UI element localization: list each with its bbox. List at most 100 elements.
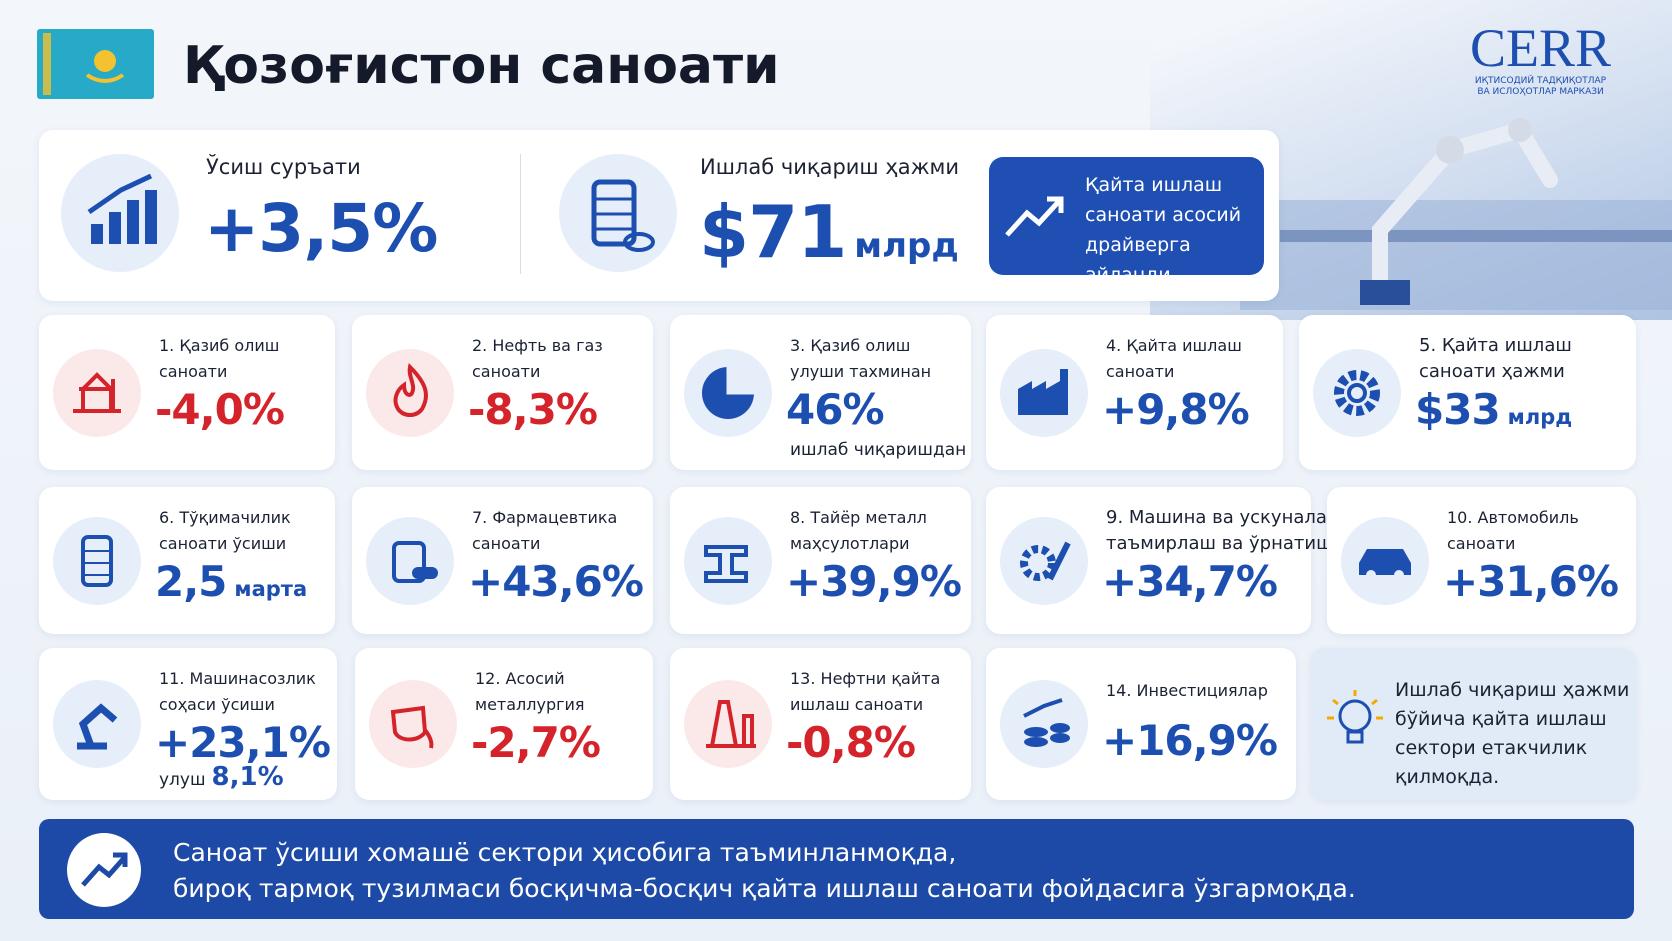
share: улуш 8,1% bbox=[159, 762, 284, 792]
card-label: саноати bbox=[1106, 362, 1175, 381]
value-text: +34,7% bbox=[1102, 557, 1278, 606]
stat-card: 9. Машина ва ускуналарни таъмирлаш ва ўрн… bbox=[986, 487, 1362, 634]
card-label: 13. Нефтни қайта bbox=[790, 669, 941, 688]
card-value: +9,8% bbox=[1102, 385, 1250, 434]
card-glyph bbox=[1018, 368, 1068, 415]
card-glyph bbox=[393, 362, 428, 417]
card-label: саноати bbox=[159, 362, 228, 381]
card-glyph bbox=[77, 703, 118, 750]
value-text: $33 bbox=[1415, 385, 1501, 434]
stat-card: 10. Автомобиль саноати +31,6% bbox=[1327, 487, 1636, 634]
stat-card: 7. Фармацевтика саноати +43,6% bbox=[352, 487, 653, 634]
card-icon bbox=[1000, 348, 1088, 437]
value-text: +31,6% bbox=[1443, 557, 1619, 606]
footer-arrow bbox=[81, 852, 128, 887]
card-value: -8,3% bbox=[468, 385, 598, 434]
card-label: металлургия bbox=[475, 695, 585, 714]
card-label: ишлаш саноати bbox=[790, 695, 924, 714]
footer-line: бироқ тармоқ тузилмаси босқичма-босқич қ… bbox=[173, 874, 1356, 903]
volume-icon bbox=[559, 154, 677, 272]
card-icon bbox=[53, 516, 141, 605]
card-value: +34,7% bbox=[1102, 557, 1278, 606]
card-icon bbox=[1341, 516, 1429, 605]
growth-icon bbox=[61, 154, 179, 272]
volume-unit: млрд bbox=[854, 226, 959, 266]
card-value: 2,5 марта bbox=[155, 557, 307, 606]
value-text: -2,7% bbox=[471, 718, 601, 767]
card-label: 4. Қайта ишлаш bbox=[1106, 336, 1242, 355]
stat-card: 5. Қайта ишлаш саноати ҳажми $33 млрд bbox=[1299, 315, 1636, 470]
card-glyph bbox=[1334, 369, 1380, 416]
value-text: 2,5 bbox=[155, 557, 227, 606]
card-value: +43,6% bbox=[468, 557, 644, 606]
card-label: саноати bbox=[472, 534, 541, 553]
card-label: саноати ҳажми bbox=[1419, 361, 1565, 382]
insight-line: сектори етакчилик bbox=[1395, 737, 1588, 759]
insight-text: Ишлаб чиқариш ҳажми бўйича қайта ишлаш с… bbox=[1395, 676, 1629, 792]
highlight-box: Қайта ишлаш саноати асосий драйверга айл… bbox=[989, 157, 1264, 286]
card-icon bbox=[53, 348, 141, 437]
value-text: 46% bbox=[786, 385, 885, 434]
card-value: -4,0% bbox=[155, 385, 285, 434]
value-text: +16,9% bbox=[1102, 716, 1278, 765]
card-label: 1. Қазиб олиш bbox=[159, 336, 280, 355]
bulb-icon bbox=[1327, 690, 1383, 744]
flag bbox=[37, 29, 154, 99]
card-label: саноати bbox=[472, 362, 541, 381]
growth-value: +3,5% bbox=[204, 190, 438, 267]
highlight-line: саноати асосий bbox=[1085, 204, 1242, 226]
insight-line: қилмоқда. bbox=[1395, 766, 1500, 788]
insight-line: бўйича қайта ишлаш bbox=[1395, 708, 1607, 730]
card-label: улуши тахминан bbox=[790, 362, 932, 381]
factory-illustration bbox=[1240, 118, 1672, 310]
growth-label: Ўсиш суръати bbox=[206, 155, 361, 179]
stat-card: 4. Қайта ишлаш саноати +9,8% bbox=[986, 315, 1283, 470]
card-value: +31,6% bbox=[1443, 557, 1619, 606]
divider bbox=[520, 154, 521, 274]
card-label: маҳсулотлари bbox=[790, 534, 910, 553]
card-label: 8. Тайёр металл bbox=[790, 508, 927, 527]
card-value: +39,9% bbox=[786, 557, 962, 606]
volume-number: $71 bbox=[699, 190, 847, 274]
card-value: $33 млрд bbox=[1415, 385, 1572, 434]
value-unit: марта bbox=[234, 577, 308, 601]
card-label: саноати bbox=[1447, 534, 1516, 553]
card-glyph bbox=[1359, 548, 1411, 580]
card-glyph bbox=[1020, 541, 1071, 581]
trend-arrow bbox=[1005, 196, 1064, 237]
spool-glyph bbox=[591, 179, 655, 252]
card-value: 46% bbox=[786, 385, 885, 434]
insight-line: Ишлаб чиқариш ҳажми bbox=[1395, 679, 1630, 701]
card-label: 12. Асосий bbox=[475, 669, 565, 688]
card-label: саноати ўсиши bbox=[159, 534, 287, 553]
card-icon bbox=[1313, 348, 1401, 437]
card-icon bbox=[366, 516, 454, 605]
card-glyph bbox=[390, 705, 434, 749]
card-label: 3. Қазиб олиш bbox=[790, 336, 911, 355]
card-value: +23,1% bbox=[155, 718, 331, 767]
stat-card: 6. Тўқимачилик саноати ўсиши 2,5 марта bbox=[39, 487, 335, 634]
flag-emblem bbox=[43, 33, 125, 95]
card-label: соҳаси ўсиши bbox=[159, 695, 275, 714]
stat-card: 12. Асосий металлургия -2,7% bbox=[355, 648, 653, 800]
value-text: +43,6% bbox=[468, 557, 644, 606]
card-icon bbox=[366, 348, 454, 437]
card-label: 11. Машинасозлик bbox=[159, 669, 316, 688]
volume-value: $71 млрд bbox=[699, 190, 959, 274]
card-icon bbox=[53, 680, 141, 768]
card-label: 7. Фармацевтика bbox=[472, 508, 618, 527]
card-glyph bbox=[392, 540, 438, 583]
stat-card: 3. Қазиб олиш улуши тахминан 46% ишлаб чиқа… bbox=[670, 315, 971, 470]
title: Қозоғистон саноати bbox=[183, 36, 780, 96]
card-label: 9. Машина ва ускуналарни bbox=[1106, 507, 1362, 528]
value-unit: млрд bbox=[1507, 405, 1573, 429]
card-glyph bbox=[704, 544, 748, 583]
footer-text: Саноат ўсиши хомашё сектори ҳисобига таъ… bbox=[173, 835, 1356, 907]
value-text: -8,3% bbox=[468, 385, 598, 434]
share-value: 8,1% bbox=[211, 762, 284, 792]
volume-label: Ишлаб чиқариш ҳажми bbox=[700, 155, 960, 179]
logo-subtitle: ВА ИСЛОҲОТЛАР МАРКАЗИ bbox=[1477, 87, 1604, 97]
card-label: 2. Нефть ва газ bbox=[472, 336, 603, 355]
stat-card: 14. Инвестициялар +16,9% bbox=[986, 648, 1296, 800]
value-text: -4,0% bbox=[155, 385, 285, 434]
